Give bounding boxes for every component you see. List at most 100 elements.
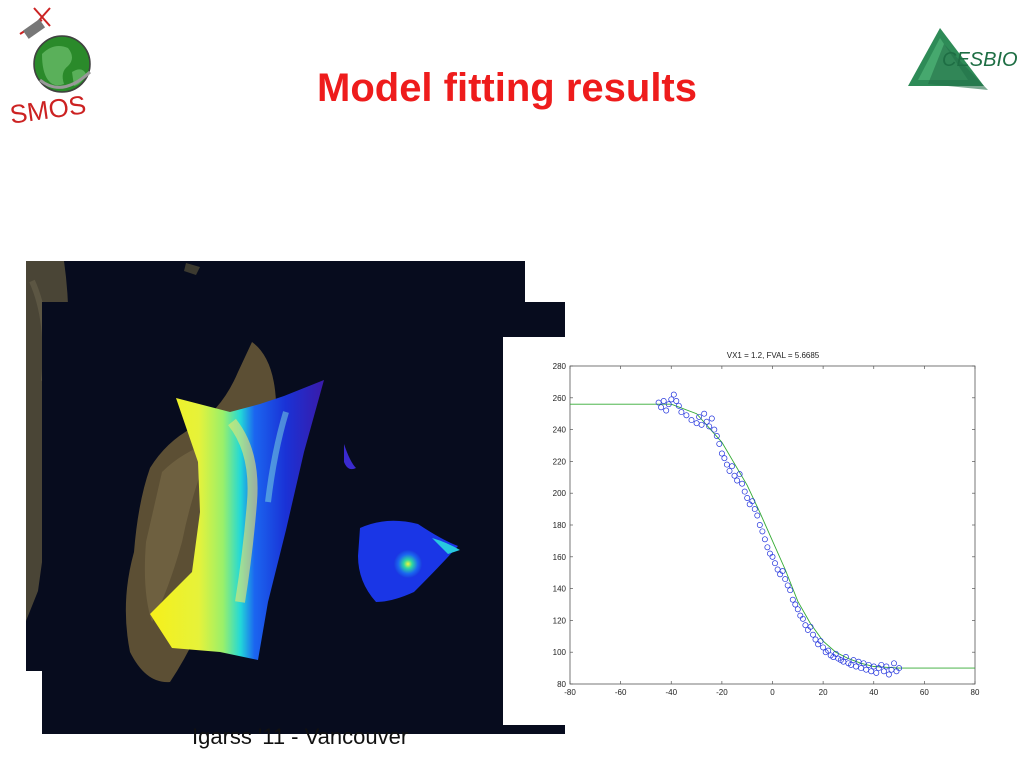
- data-point: [787, 587, 794, 594]
- x-tick-label: 80: [971, 688, 980, 697]
- data-point: [678, 409, 685, 416]
- data-point: [726, 467, 733, 474]
- data-point: [810, 631, 816, 638]
- cesbio-logo: CESBIO: [904, 24, 1020, 96]
- scatter-chart: VX1 = 1.2, FVAL = 5.6685 -80 -60 -40 -20 0 20…: [553, 351, 980, 697]
- data-point: [853, 663, 859, 670]
- plot-frame: [569, 365, 976, 685]
- satellite-image-madagascar: [42, 302, 565, 734]
- data-point: [703, 418, 710, 425]
- data-point: [716, 440, 723, 447]
- data-point: [688, 417, 695, 424]
- y-tick-label: 220: [553, 457, 567, 466]
- x-tick-label: -20: [716, 688, 728, 697]
- data-point: [759, 528, 766, 535]
- data-point: [769, 553, 776, 560]
- y-tick-label: 120: [553, 616, 567, 625]
- data-point: [891, 660, 897, 667]
- data-point: [701, 410, 708, 417]
- data-point: [723, 461, 730, 468]
- y-axis: 80 100 120 140 160 180 200 220 240 260 280: [553, 362, 975, 689]
- y-tick-label: 200: [553, 489, 567, 498]
- data-point: [880, 668, 887, 675]
- y-tick-label: 80: [557, 680, 566, 689]
- x-axis: -80 -60 -40 -20 0 20 40 60 80: [564, 366, 980, 697]
- data-point: [825, 647, 832, 654]
- data-point: [683, 412, 690, 419]
- data-point: [772, 560, 778, 567]
- data-point: [708, 415, 715, 422]
- model-fit-scatter-plot: VX1 = 1.2, FVAL = 5.6685 -80 -60 -40 -20 0 20…: [503, 337, 993, 725]
- data-point: [660, 398, 667, 404]
- data-point: [736, 471, 743, 478]
- y-tick-label: 180: [553, 521, 567, 530]
- data-point: [706, 423, 713, 430]
- data-point: [739, 480, 746, 487]
- data-point: [794, 606, 801, 613]
- data-point: [665, 401, 672, 408]
- data-point: [668, 396, 675, 403]
- y-tick-label: 140: [553, 585, 567, 594]
- data-point: [807, 623, 814, 630]
- fit-curve: [570, 403, 975, 669]
- data-point: [693, 420, 700, 427]
- data-point: [868, 668, 875, 675]
- data-point: [729, 463, 735, 470]
- data-point: [756, 522, 763, 528]
- data-point: [698, 421, 705, 428]
- data-points: [655, 391, 903, 678]
- x-tick-label: 40: [869, 688, 878, 697]
- x-tick-label: -60: [615, 688, 627, 697]
- data-point: [792, 601, 799, 608]
- data-point: [873, 669, 880, 676]
- data-point: [675, 402, 682, 409]
- data-point: [779, 568, 786, 575]
- data-point: [670, 391, 677, 398]
- data-point: [741, 488, 748, 495]
- data-point: [812, 636, 819, 643]
- data-point: [883, 663, 890, 670]
- data-point: [799, 615, 806, 622]
- data-point: [734, 477, 741, 484]
- data-point: [802, 622, 809, 629]
- data-point: [850, 657, 857, 664]
- data-point: [696, 413, 703, 420]
- data-point: [673, 398, 680, 404]
- data-point: [761, 536, 768, 543]
- data-point: [718, 450, 725, 457]
- data-point: [863, 666, 870, 673]
- x-tick-label: 0: [770, 688, 775, 697]
- data-point: [749, 498, 756, 505]
- y-tick-label: 280: [553, 362, 567, 371]
- data-point: [878, 661, 885, 668]
- data-point: [721, 455, 728, 462]
- slide-footer: Igarss '11 - Vancouver: [192, 724, 409, 749]
- data-point: [751, 506, 758, 513]
- data-point: [663, 407, 670, 414]
- data-point: [817, 638, 824, 645]
- y-tick-label: 240: [553, 426, 567, 435]
- x-tick-label: -40: [665, 688, 677, 697]
- data-point: [713, 433, 720, 439]
- cesbio-logo-text: CESBIO: [942, 49, 1018, 71]
- x-tick-label: -80: [564, 688, 576, 697]
- data-point: [885, 671, 892, 678]
- y-tick-label: 100: [553, 648, 567, 657]
- chart-title: VX1 = 1.2, FVAL = 5.6685: [727, 351, 820, 360]
- x-tick-label: 20: [819, 688, 828, 697]
- data-point: [865, 661, 872, 668]
- data-point: [789, 596, 796, 603]
- data-point: [782, 576, 789, 583]
- data-point: [711, 426, 718, 433]
- data-point: [820, 644, 827, 651]
- data-point: [731, 472, 738, 479]
- y-tick-label: 260: [553, 394, 567, 403]
- smos-logo: SMOS: [2, 2, 112, 132]
- data-point: [774, 566, 781, 573]
- data-point: [655, 399, 662, 406]
- data-point: [860, 660, 867, 667]
- fit-line: [570, 403, 975, 669]
- data-point: [744, 495, 751, 501]
- data-point: [764, 544, 771, 551]
- data-point: [896, 665, 903, 672]
